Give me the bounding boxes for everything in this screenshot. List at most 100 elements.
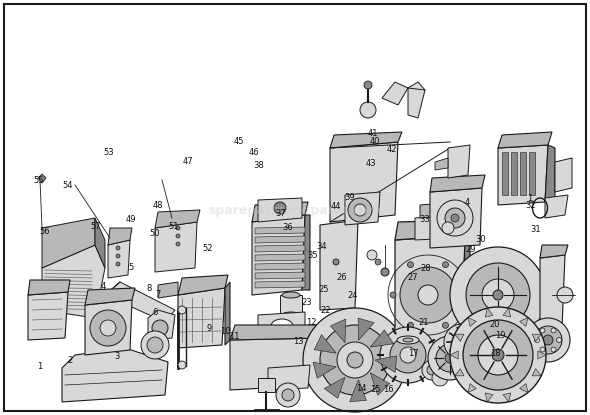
Text: 26: 26 xyxy=(337,273,348,282)
Text: 22: 22 xyxy=(320,306,331,315)
Polygon shape xyxy=(85,300,132,355)
Circle shape xyxy=(141,331,169,359)
Circle shape xyxy=(445,208,465,228)
Circle shape xyxy=(466,263,530,327)
Text: 17: 17 xyxy=(408,349,418,358)
Circle shape xyxy=(100,320,116,336)
Polygon shape xyxy=(538,351,546,359)
Text: 52: 52 xyxy=(202,244,213,253)
Circle shape xyxy=(364,81,372,89)
Circle shape xyxy=(460,292,466,298)
Circle shape xyxy=(400,347,416,363)
Circle shape xyxy=(354,204,366,216)
Circle shape xyxy=(478,335,518,375)
Text: 8: 8 xyxy=(146,284,152,293)
Polygon shape xyxy=(255,272,305,279)
Circle shape xyxy=(152,320,168,336)
Polygon shape xyxy=(258,312,305,338)
Text: 25: 25 xyxy=(318,285,329,294)
Text: 9: 9 xyxy=(207,324,212,333)
Text: 19: 19 xyxy=(495,331,506,340)
Polygon shape xyxy=(555,158,572,192)
Polygon shape xyxy=(320,220,358,310)
Text: 13: 13 xyxy=(293,337,303,346)
Polygon shape xyxy=(382,82,408,105)
Polygon shape xyxy=(330,142,398,222)
Polygon shape xyxy=(455,334,464,341)
Text: 23: 23 xyxy=(301,298,312,307)
Text: 32: 32 xyxy=(526,201,536,210)
Text: 1: 1 xyxy=(38,362,42,371)
Polygon shape xyxy=(42,218,95,268)
Circle shape xyxy=(360,102,376,118)
Circle shape xyxy=(556,337,562,342)
Text: 1: 1 xyxy=(527,194,532,203)
Polygon shape xyxy=(468,317,476,326)
Polygon shape xyxy=(520,317,528,326)
Text: 5: 5 xyxy=(129,263,133,272)
Text: 34: 34 xyxy=(316,242,327,251)
Polygon shape xyxy=(314,334,336,353)
Text: 53: 53 xyxy=(104,148,114,157)
Text: 15: 15 xyxy=(370,385,381,394)
Polygon shape xyxy=(62,348,168,402)
Polygon shape xyxy=(105,282,175,322)
Polygon shape xyxy=(358,318,374,340)
Circle shape xyxy=(450,307,546,403)
Circle shape xyxy=(348,198,372,222)
Polygon shape xyxy=(148,310,175,340)
Polygon shape xyxy=(498,132,552,148)
Circle shape xyxy=(442,322,448,328)
Polygon shape xyxy=(450,351,458,359)
Circle shape xyxy=(116,246,120,250)
Text: 38: 38 xyxy=(253,161,264,170)
Circle shape xyxy=(176,226,180,230)
Text: 27: 27 xyxy=(408,273,418,282)
Ellipse shape xyxy=(271,319,293,333)
Circle shape xyxy=(375,259,381,265)
Polygon shape xyxy=(42,245,105,318)
Circle shape xyxy=(432,370,448,386)
Text: sparepartsandparts.com: sparepartsandparts.com xyxy=(209,203,381,217)
Text: 3: 3 xyxy=(114,352,120,361)
Text: 56: 56 xyxy=(39,227,50,236)
Text: 46: 46 xyxy=(248,148,259,157)
Polygon shape xyxy=(430,175,485,192)
Text: 51: 51 xyxy=(169,222,179,231)
Circle shape xyxy=(390,337,426,373)
Text: 37: 37 xyxy=(275,209,286,218)
Circle shape xyxy=(333,259,339,265)
Circle shape xyxy=(303,308,407,412)
Text: 45: 45 xyxy=(234,137,244,146)
Circle shape xyxy=(450,247,546,343)
Polygon shape xyxy=(540,245,568,258)
Circle shape xyxy=(463,320,533,390)
Polygon shape xyxy=(462,235,470,355)
Circle shape xyxy=(166,318,174,326)
Circle shape xyxy=(445,353,455,363)
Text: 2: 2 xyxy=(67,356,72,365)
Polygon shape xyxy=(85,288,135,305)
Circle shape xyxy=(90,310,126,346)
Circle shape xyxy=(422,360,442,380)
Circle shape xyxy=(557,287,573,303)
Polygon shape xyxy=(255,227,305,234)
Circle shape xyxy=(444,324,480,360)
Polygon shape xyxy=(225,282,230,345)
Polygon shape xyxy=(280,295,302,315)
Circle shape xyxy=(381,268,389,276)
Polygon shape xyxy=(178,288,225,348)
Polygon shape xyxy=(258,198,302,222)
Polygon shape xyxy=(330,132,402,148)
Polygon shape xyxy=(511,152,517,195)
Polygon shape xyxy=(371,373,390,395)
Circle shape xyxy=(276,383,300,407)
Polygon shape xyxy=(503,393,511,402)
Circle shape xyxy=(320,325,390,395)
Polygon shape xyxy=(38,174,46,183)
Polygon shape xyxy=(155,210,200,228)
Polygon shape xyxy=(529,152,535,195)
Circle shape xyxy=(282,389,294,401)
Polygon shape xyxy=(252,202,308,222)
Circle shape xyxy=(178,306,186,314)
